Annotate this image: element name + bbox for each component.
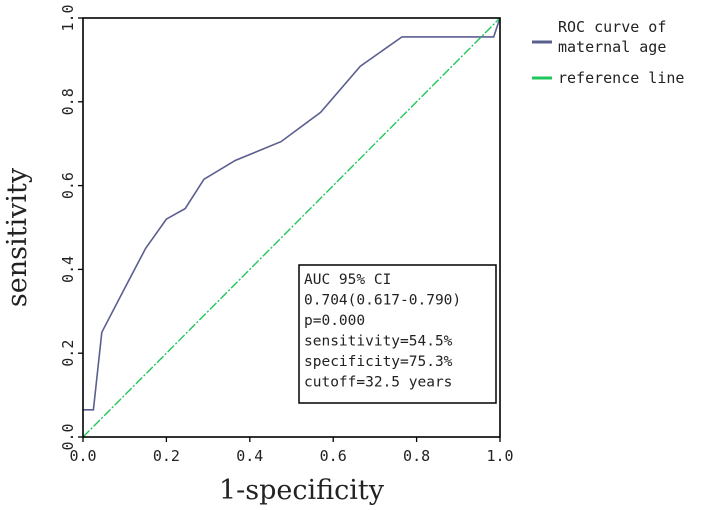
y-axis-title: sensitivity [2, 167, 33, 307]
stats-annotation: AUC 95% CI 0.704(0.617-0.790) p=0.000 sensi… [298, 264, 497, 404]
x-tick-label: 0.0 [69, 447, 96, 465]
x-tick-label: 0.2 [153, 447, 180, 465]
stats-line: 0.704(0.617-0.790) [304, 293, 461, 309]
y-tick-label: 0.6 [59, 172, 77, 199]
y-tick-label: 0.4 [59, 256, 77, 283]
legend-label-roc: ROC curve of [558, 18, 666, 36]
reference-line [82, 17, 501, 438]
stats-line: cutoff=32.5 years [304, 375, 452, 391]
legend-label-roc: maternal age [558, 38, 666, 56]
stats-line: AUC 95% CI [304, 272, 391, 288]
axes: 0.0 0.2 0.4 0.6 0.8 1.0 0.0 0.2 0.4 0.6 0.8 1.0 1-sp… [2, 4, 514, 506]
stats-line: specificity=75.3% [304, 354, 453, 370]
stats-line: p=0.000 [304, 313, 365, 329]
y-tick-label: 0.0 [59, 423, 77, 450]
legend: ROC curve of maternal age reference line [532, 18, 684, 87]
stats-line: sensitivity=54.5% [304, 334, 453, 350]
y-tick-label: 0.2 [59, 340, 77, 367]
x-tick-label: 1.0 [486, 447, 513, 465]
y-tick-label: 1.0 [59, 4, 77, 31]
plot-frame [82, 17, 501, 438]
stats-box [298, 264, 497, 404]
legend-label-reference: reference line [558, 69, 684, 87]
x-tick-label: 0.6 [320, 447, 347, 465]
roc-curve-line [83, 17, 501, 411]
x-tick-label: 0.4 [236, 447, 263, 465]
plot-area [82, 17, 501, 438]
x-axis-title: 1-specificity [219, 475, 385, 505]
y-tick-label: 0.8 [59, 88, 77, 115]
x-tick-label: 0.8 [403, 447, 430, 465]
